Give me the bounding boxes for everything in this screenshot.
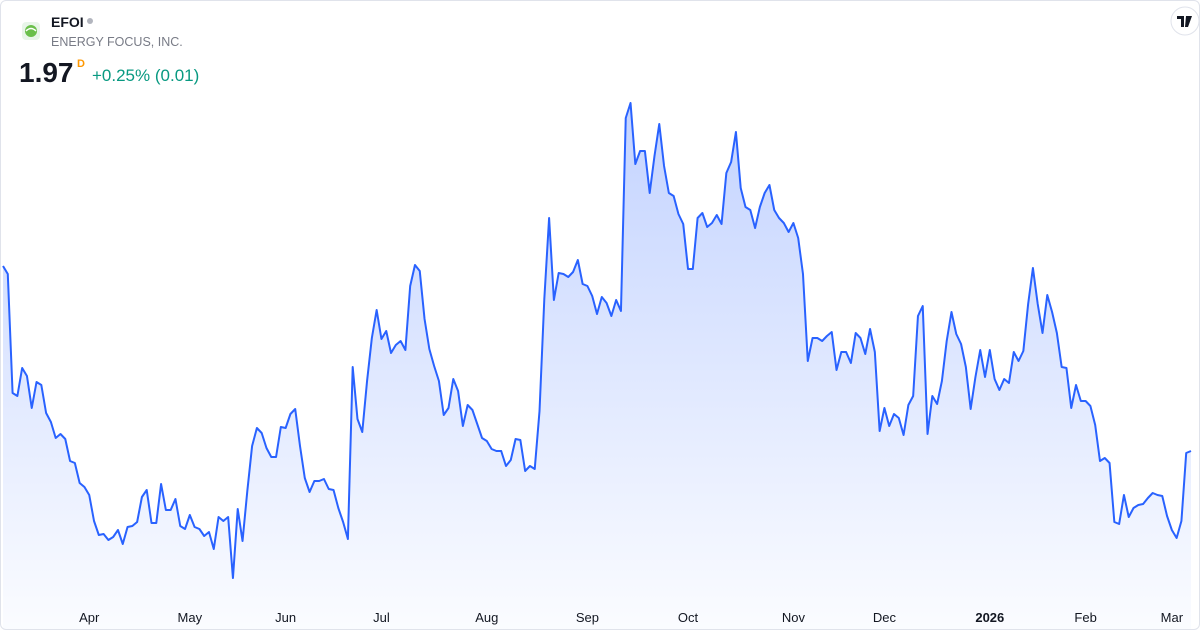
status-dot	[87, 18, 93, 24]
x-tick-label: Mar	[1161, 610, 1184, 625]
symbol: EFOI	[51, 14, 84, 30]
x-tick-label: Jul	[373, 610, 390, 625]
symbol-logo	[22, 22, 40, 40]
x-tick-label: 2026	[975, 610, 1004, 625]
x-tick-label: May	[178, 610, 203, 625]
brand-logo[interactable]	[1170, 6, 1199, 36]
x-tick-label: Oct	[678, 610, 699, 625]
x-tick-label: Apr	[79, 610, 100, 625]
company-name: ENERGY FOCUS, INC.	[51, 35, 183, 49]
x-tick-label: Jun	[275, 610, 296, 625]
x-tick-label: Feb	[1074, 610, 1096, 625]
x-tick-label: Dec	[873, 610, 897, 625]
x-tick-label: Sep	[576, 610, 599, 625]
price-line	[2, 102, 1192, 579]
area-fill	[3, 103, 1191, 629]
price-change: +0.25% (0.01)	[92, 66, 199, 85]
x-tick-label: Aug	[475, 610, 498, 625]
last-price: 1.97	[19, 57, 74, 88]
plot-area: Apr May Jun Jul Aug Sep Oct Nov Dec 2026 Feb Mar	[2, 102, 1192, 629]
x-tick-label: Nov	[782, 610, 806, 625]
price-flag: D	[77, 58, 85, 70]
